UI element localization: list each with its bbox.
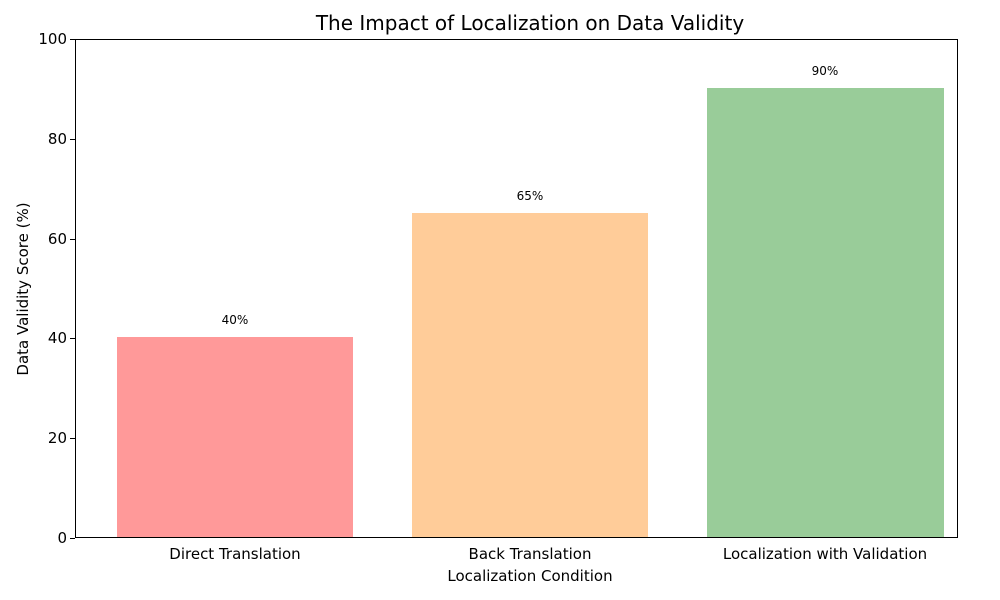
data-label-direct-translation: 40% [221,313,249,327]
y-tick-20: 20 [47,429,67,447]
y-tick-mark [70,139,75,140]
bar-back-translation [412,212,648,537]
y-tick-80: 80 [47,130,67,148]
x-tick-localization-with-validation: Localization with Validation [722,545,928,563]
data-label-localization-with-validation: 90% [811,64,839,78]
plot-area [75,39,958,538]
y-tick-mark [70,39,75,40]
y-tick-mark [70,239,75,240]
y-tick-mark [70,538,75,539]
y-tick-mark [70,438,75,439]
x-tick-back-translation: Back Translation [468,545,592,563]
x-axis-label: Localization Condition [447,567,613,585]
y-tick-60: 60 [47,230,67,248]
x-tick-direct-translation: Direct Translation [169,545,301,563]
bar-localization-with-validation [707,87,944,537]
y-axis-label: Data Validity Score (%) [14,202,32,376]
chart-title: The Impact of Localization on Data Valid… [315,11,745,35]
y-tick-100: 100 [38,30,67,48]
y-tick-0: 0 [57,529,67,547]
bar-direct-translation [117,337,353,537]
y-tick-mark [70,338,75,339]
y-tick-40: 40 [47,329,67,347]
data-label-back-translation: 65% [516,189,544,203]
